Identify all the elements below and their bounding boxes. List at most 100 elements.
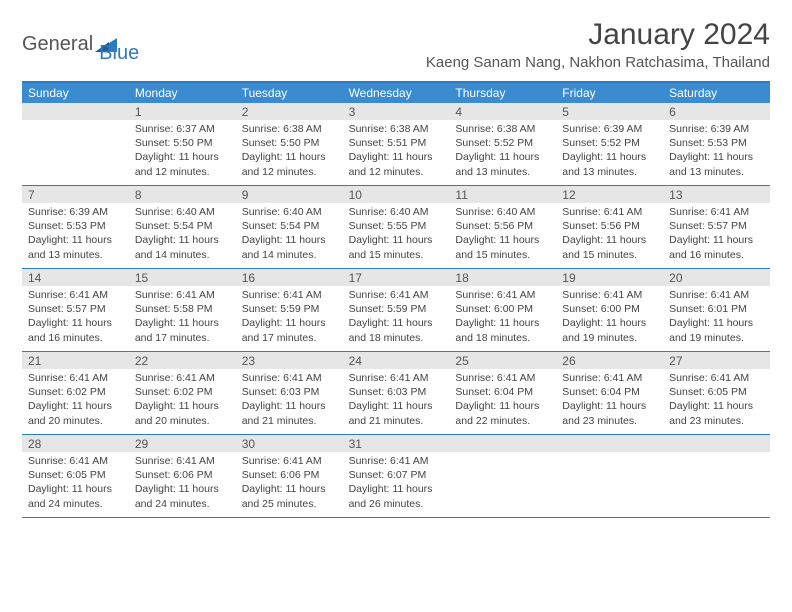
day-number: 10: [343, 186, 450, 203]
sunrise-text: Sunrise: 6:41 AM: [135, 371, 230, 385]
day-cell: 29Sunrise: 6:41 AMSunset: 6:06 PMDayligh…: [129, 435, 236, 517]
sunset-text: Sunset: 5:54 PM: [135, 219, 230, 233]
day-cell: [449, 435, 556, 517]
day-number: 1: [129, 103, 236, 120]
day-number: 22: [129, 352, 236, 369]
daylight-text: Daylight: 11 hours and 24 minutes.: [135, 482, 230, 510]
day-number: 29: [129, 435, 236, 452]
day-number: 23: [236, 352, 343, 369]
day-cell: 4Sunrise: 6:38 AMSunset: 5:52 PMDaylight…: [449, 103, 556, 185]
day-cell: 30Sunrise: 6:41 AMSunset: 6:06 PMDayligh…: [236, 435, 343, 517]
sunset-text: Sunset: 5:50 PM: [135, 136, 230, 150]
sunset-text: Sunset: 5:50 PM: [242, 136, 337, 150]
day-body: Sunrise: 6:41 AMSunset: 6:00 PMDaylight:…: [449, 286, 556, 349]
daylight-text: Daylight: 11 hours and 18 minutes.: [349, 316, 444, 344]
logo: General Blue: [22, 18, 139, 65]
daylight-text: Daylight: 11 hours and 21 minutes.: [242, 399, 337, 427]
day-body: [449, 452, 556, 458]
page-header: General Blue January 2024 Kaeng Sanam Na…: [22, 18, 770, 71]
day-number: 28: [22, 435, 129, 452]
sunset-text: Sunset: 6:04 PM: [562, 385, 657, 399]
sunrise-text: Sunrise: 6:38 AM: [349, 122, 444, 136]
day-number: 27: [663, 352, 770, 369]
sunset-text: Sunset: 5:55 PM: [349, 219, 444, 233]
daylight-text: Daylight: 11 hours and 14 minutes.: [242, 233, 337, 261]
day-number: 31: [343, 435, 450, 452]
day-body: Sunrise: 6:41 AMSunset: 6:07 PMDaylight:…: [343, 452, 450, 515]
day-number: 7: [22, 186, 129, 203]
sunrise-text: Sunrise: 6:40 AM: [455, 205, 550, 219]
week-row: 21Sunrise: 6:41 AMSunset: 6:02 PMDayligh…: [22, 352, 770, 435]
location-text: Kaeng Sanam Nang, Nakhon Ratchasima, Tha…: [426, 54, 770, 71]
day-cell: [556, 435, 663, 517]
sunset-text: Sunset: 5:52 PM: [455, 136, 550, 150]
day-body: Sunrise: 6:41 AMSunset: 6:05 PMDaylight:…: [663, 369, 770, 432]
sunset-text: Sunset: 5:58 PM: [135, 302, 230, 316]
day-cell: 23Sunrise: 6:41 AMSunset: 6:03 PMDayligh…: [236, 352, 343, 434]
sunrise-text: Sunrise: 6:40 AM: [349, 205, 444, 219]
daylight-text: Daylight: 11 hours and 14 minutes.: [135, 233, 230, 261]
week-row: 14Sunrise: 6:41 AMSunset: 5:57 PMDayligh…: [22, 269, 770, 352]
day-body: Sunrise: 6:39 AMSunset: 5:53 PMDaylight:…: [663, 120, 770, 183]
daylight-text: Daylight: 11 hours and 13 minutes.: [562, 150, 657, 178]
daylight-text: Daylight: 11 hours and 17 minutes.: [135, 316, 230, 344]
sunset-text: Sunset: 5:53 PM: [669, 136, 764, 150]
sunrise-text: Sunrise: 6:41 AM: [669, 371, 764, 385]
day-body: Sunrise: 6:41 AMSunset: 6:05 PMDaylight:…: [22, 452, 129, 515]
sunset-text: Sunset: 5:53 PM: [28, 219, 123, 233]
sunset-text: Sunset: 6:01 PM: [669, 302, 764, 316]
day-body: Sunrise: 6:41 AMSunset: 5:57 PMDaylight:…: [663, 203, 770, 266]
sunrise-text: Sunrise: 6:41 AM: [349, 288, 444, 302]
day-cell: 14Sunrise: 6:41 AMSunset: 5:57 PMDayligh…: [22, 269, 129, 351]
day-number: 4: [449, 103, 556, 120]
sunrise-text: Sunrise: 6:38 AM: [242, 122, 337, 136]
day-cell: 19Sunrise: 6:41 AMSunset: 6:00 PMDayligh…: [556, 269, 663, 351]
sunset-text: Sunset: 6:00 PM: [455, 302, 550, 316]
daylight-text: Daylight: 11 hours and 19 minutes.: [669, 316, 764, 344]
day-body: Sunrise: 6:38 AMSunset: 5:52 PMDaylight:…: [449, 120, 556, 183]
daylight-text: Daylight: 11 hours and 12 minutes.: [242, 150, 337, 178]
daylight-text: Daylight: 11 hours and 13 minutes.: [455, 150, 550, 178]
day-cell: [22, 103, 129, 185]
day-cell: 31Sunrise: 6:41 AMSunset: 6:07 PMDayligh…: [343, 435, 450, 517]
sunset-text: Sunset: 6:06 PM: [135, 468, 230, 482]
week-row: 1Sunrise: 6:37 AMSunset: 5:50 PMDaylight…: [22, 103, 770, 186]
day-cell: 26Sunrise: 6:41 AMSunset: 6:04 PMDayligh…: [556, 352, 663, 434]
daylight-text: Daylight: 11 hours and 17 minutes.: [242, 316, 337, 344]
daylight-text: Daylight: 11 hours and 19 minutes.: [562, 316, 657, 344]
day-body: Sunrise: 6:40 AMSunset: 5:56 PMDaylight:…: [449, 203, 556, 266]
day-body: Sunrise: 6:41 AMSunset: 6:00 PMDaylight:…: [556, 286, 663, 349]
day-number: 24: [343, 352, 450, 369]
week-row: 7Sunrise: 6:39 AMSunset: 5:53 PMDaylight…: [22, 186, 770, 269]
day-body: Sunrise: 6:41 AMSunset: 6:01 PMDaylight:…: [663, 286, 770, 349]
day-body: Sunrise: 6:41 AMSunset: 6:03 PMDaylight:…: [236, 369, 343, 432]
day-number: 2: [236, 103, 343, 120]
day-body: Sunrise: 6:39 AMSunset: 5:52 PMDaylight:…: [556, 120, 663, 183]
day-cell: 10Sunrise: 6:40 AMSunset: 5:55 PMDayligh…: [343, 186, 450, 268]
day-cell: 27Sunrise: 6:41 AMSunset: 6:05 PMDayligh…: [663, 352, 770, 434]
daylight-text: Daylight: 11 hours and 13 minutes.: [669, 150, 764, 178]
day-number: 25: [449, 352, 556, 369]
day-cell: 2Sunrise: 6:38 AMSunset: 5:50 PMDaylight…: [236, 103, 343, 185]
day-number: 5: [556, 103, 663, 120]
day-header: Sunday: [22, 83, 129, 103]
day-number: 21: [22, 352, 129, 369]
day-number: 30: [236, 435, 343, 452]
day-number: 6: [663, 103, 770, 120]
sunrise-text: Sunrise: 6:39 AM: [669, 122, 764, 136]
sunrise-text: Sunrise: 6:41 AM: [349, 454, 444, 468]
day-body: Sunrise: 6:41 AMSunset: 6:06 PMDaylight:…: [129, 452, 236, 515]
logo-text-blue: Blue: [99, 42, 139, 65]
day-cell: 28Sunrise: 6:41 AMSunset: 6:05 PMDayligh…: [22, 435, 129, 517]
sunrise-text: Sunrise: 6:41 AM: [135, 454, 230, 468]
day-number: [556, 435, 663, 452]
daylight-text: Daylight: 11 hours and 23 minutes.: [562, 399, 657, 427]
day-number: 16: [236, 269, 343, 286]
day-body: Sunrise: 6:41 AMSunset: 5:59 PMDaylight:…: [236, 286, 343, 349]
day-cell: 11Sunrise: 6:40 AMSunset: 5:56 PMDayligh…: [449, 186, 556, 268]
day-body: Sunrise: 6:41 AMSunset: 6:04 PMDaylight:…: [556, 369, 663, 432]
day-cell: 7Sunrise: 6:39 AMSunset: 5:53 PMDaylight…: [22, 186, 129, 268]
day-header: Thursday: [449, 83, 556, 103]
day-body: Sunrise: 6:38 AMSunset: 5:50 PMDaylight:…: [236, 120, 343, 183]
daylight-text: Daylight: 11 hours and 15 minutes.: [562, 233, 657, 261]
